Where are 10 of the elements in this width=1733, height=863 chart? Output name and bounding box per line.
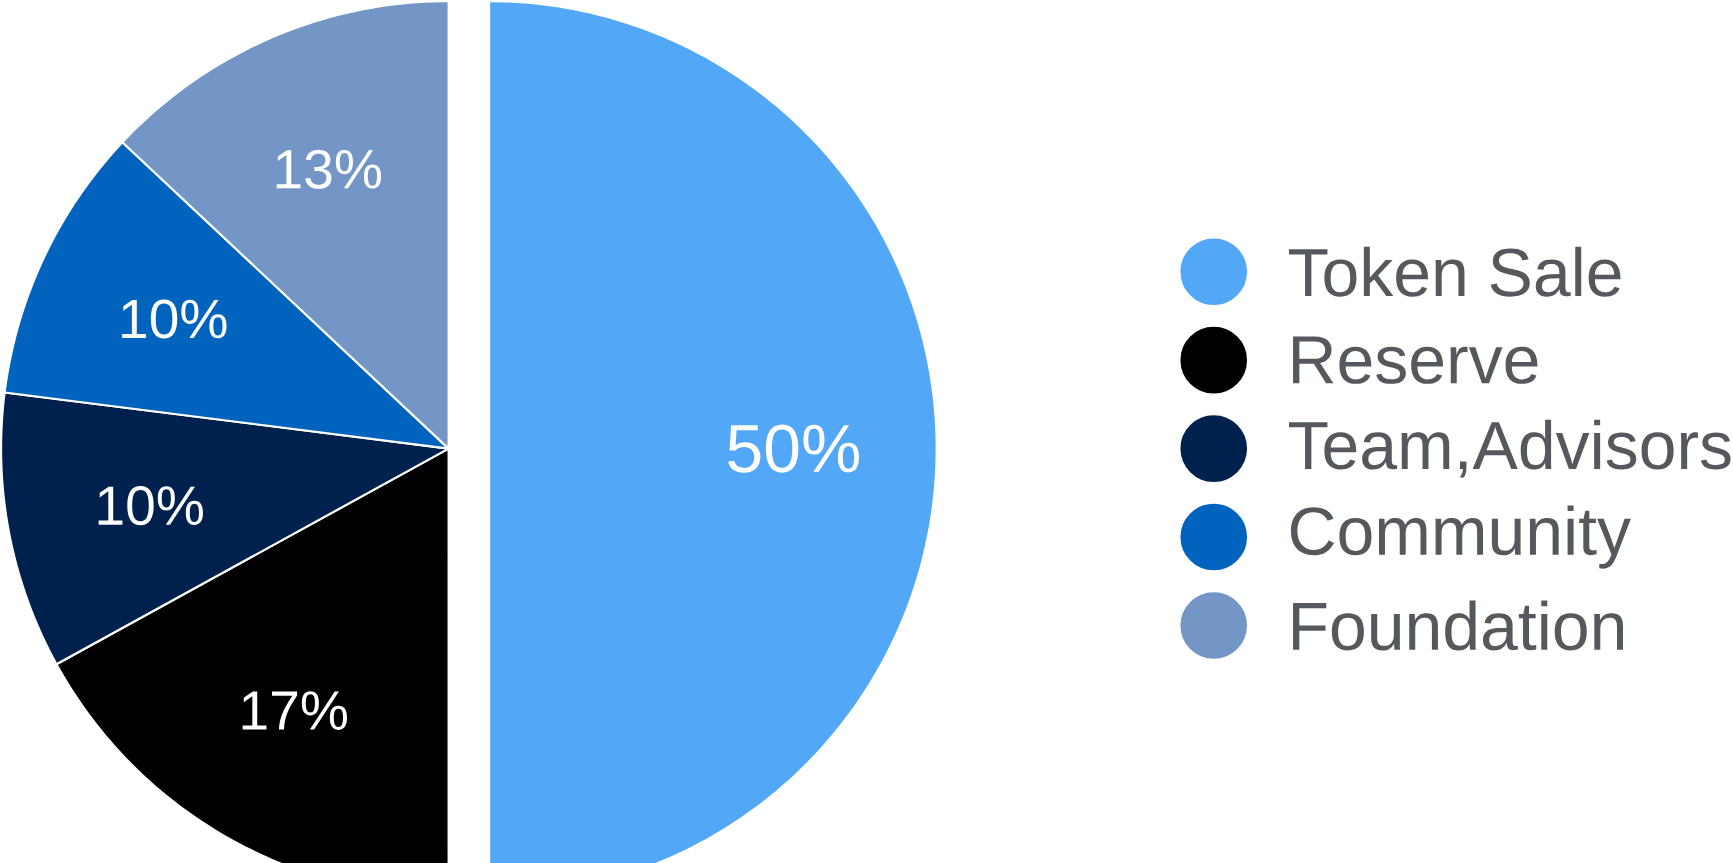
legend-label: Reserve	[1293, 336, 1538, 384]
legend-label: Token Sale	[1289, 246, 1621, 297]
legend-label: Community	[1290, 505, 1631, 569]
data-label: 10%	[122, 299, 227, 339]
data-label: 17%	[242, 691, 347, 730]
data-label: 13%	[276, 149, 382, 189]
data-label: 50%	[728, 424, 860, 473]
legend-label: Team,Advisors	[1289, 419, 1731, 478]
data-label: 10%	[98, 486, 203, 526]
legend-label: Foundation	[1293, 600, 1623, 651]
